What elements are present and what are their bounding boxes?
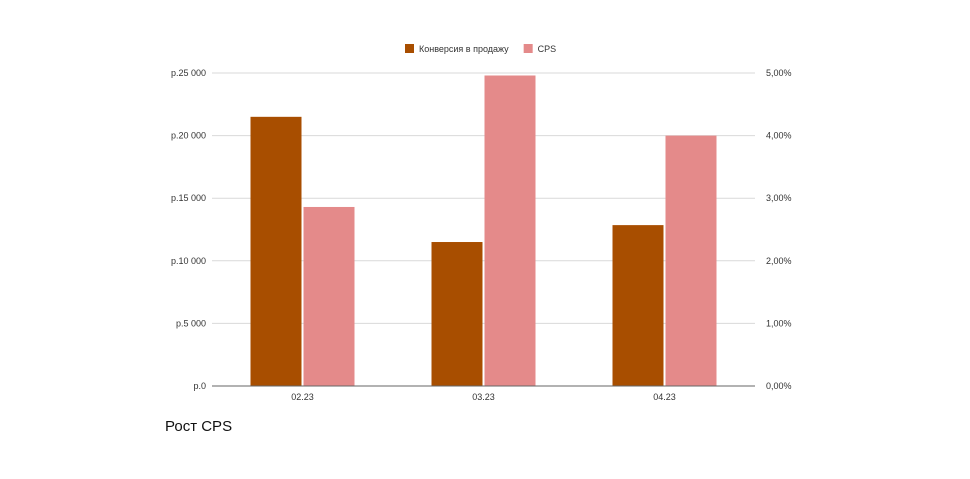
bar-cps: [484, 75, 536, 386]
right-tick-label: 2,00%: [766, 256, 792, 266]
gridlines: [212, 72, 755, 324]
x-tick-label: 04.23: [653, 392, 676, 402]
bar-cps: [303, 206, 355, 386]
right-tick-label: 4,00%: [766, 131, 792, 141]
legend-swatch: [405, 44, 414, 53]
left-tick-label: р.25 000: [171, 68, 206, 78]
bar-conversion: [431, 242, 483, 386]
bar-cps: [665, 135, 717, 386]
left-tick-label: р.15 000: [171, 193, 206, 203]
left-tick-label: р.20 000: [171, 131, 206, 141]
left-axis: р.0 р.5 000 р.10 000 р.15 000 р.20 000 р.25 0…: [171, 68, 206, 391]
x-tick-label: 03.23: [472, 392, 495, 402]
right-tick-label: 3,00%: [766, 193, 792, 203]
right-axis: 0,00% 1,00% 2,00% 3,00% 4,00% 5,00%: [766, 68, 792, 391]
left-tick-label: р.5 000: [176, 318, 206, 328]
bars: [250, 75, 717, 386]
left-tick-label: р.10 000: [171, 256, 206, 266]
legend-label: CPS: [538, 44, 557, 54]
x-axis: 02.23 03.23 04.23: [291, 392, 676, 402]
right-tick-label: 5,00%: [766, 68, 792, 78]
left-tick-label: р.0: [193, 381, 206, 391]
bar-conversion: [612, 225, 664, 386]
legend-swatch: [523, 44, 533, 53]
right-tick-label: 1,00%: [766, 318, 792, 328]
right-tick-label: 0,00%: [766, 381, 792, 391]
bar-conversion: [250, 116, 302, 386]
chart-caption: Рост CPS: [165, 418, 233, 435]
legend: Конверсия в продажу CPS: [405, 44, 556, 54]
bar-chart: р.0 р.5 000 р.10 000 р.15 000 р.20 000 р.25 0…: [171, 44, 792, 402]
x-tick-label: 02.23: [291, 392, 314, 402]
legend-label: Конверсия в продажу: [419, 44, 509, 54]
